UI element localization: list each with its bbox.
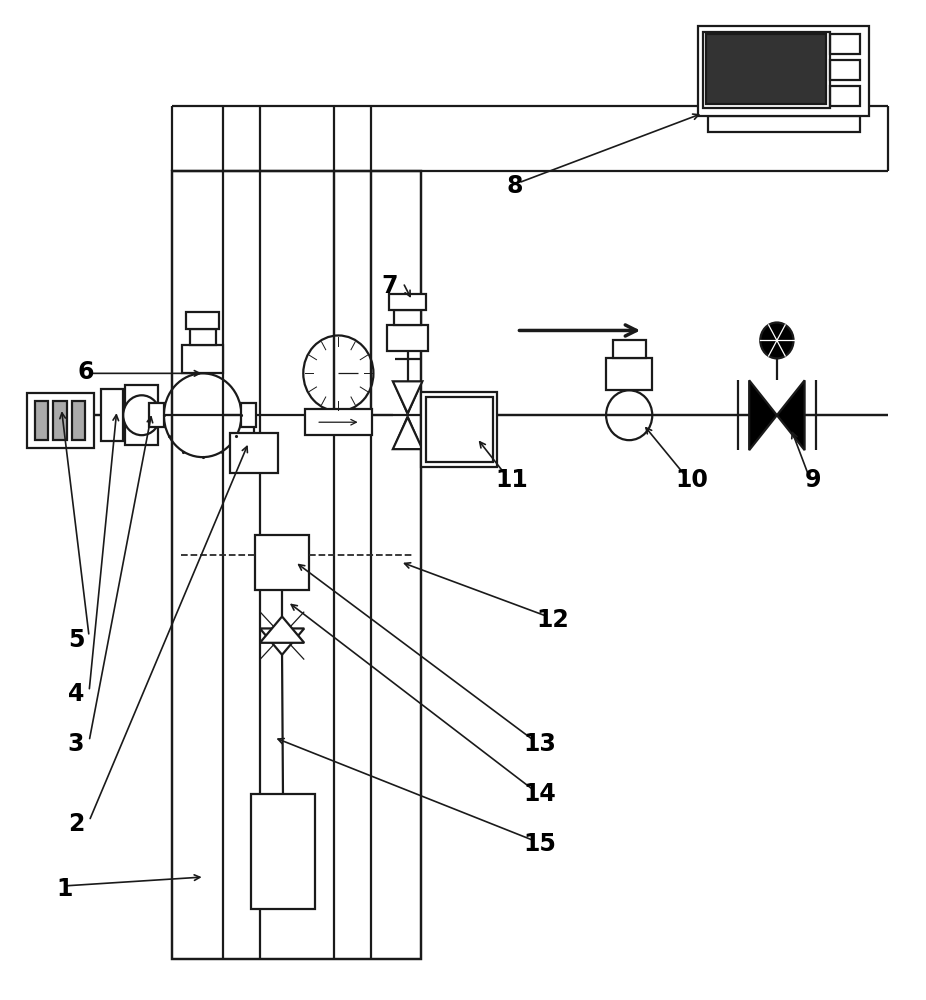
Bar <box>186 312 219 329</box>
Bar <box>242 403 257 427</box>
Circle shape <box>760 322 794 358</box>
Bar <box>831 86 860 106</box>
Text: 7: 7 <box>382 274 398 298</box>
Text: 4: 4 <box>68 682 84 706</box>
Polygon shape <box>749 380 777 450</box>
Text: 3: 3 <box>68 732 84 756</box>
Text: 15: 15 <box>523 832 556 856</box>
Bar <box>831 60 860 80</box>
Bar <box>251 794 315 909</box>
Bar <box>706 34 826 104</box>
Text: 6: 6 <box>77 360 94 384</box>
Bar <box>149 403 164 427</box>
Bar <box>172 171 421 959</box>
Text: 9: 9 <box>805 468 821 492</box>
Bar <box>125 385 158 445</box>
Polygon shape <box>260 616 305 643</box>
Text: 10: 10 <box>675 468 708 492</box>
Bar <box>182 345 223 373</box>
Text: 12: 12 <box>537 608 569 632</box>
Text: 13: 13 <box>523 732 556 756</box>
Text: 1: 1 <box>56 877 73 901</box>
Bar <box>394 310 421 325</box>
Polygon shape <box>393 381 422 413</box>
Circle shape <box>123 395 160 435</box>
Bar <box>707 116 860 132</box>
Text: 14: 14 <box>523 782 556 806</box>
Bar <box>831 34 860 54</box>
Text: 11: 11 <box>495 468 528 492</box>
Bar <box>613 340 645 358</box>
Polygon shape <box>260 628 305 655</box>
Bar <box>426 397 493 462</box>
Text: 8: 8 <box>507 174 523 198</box>
Bar <box>190 329 216 345</box>
Bar <box>607 358 652 390</box>
Polygon shape <box>777 380 805 450</box>
Bar <box>53 401 67 440</box>
Bar <box>698 26 870 116</box>
Bar <box>231 433 279 473</box>
Bar <box>34 401 48 440</box>
Bar <box>421 392 497 467</box>
Bar <box>306 409 371 435</box>
Bar <box>101 389 123 441</box>
Text: 5: 5 <box>68 628 84 652</box>
Bar <box>703 32 830 108</box>
Text: 2: 2 <box>68 812 84 836</box>
Polygon shape <box>393 417 422 449</box>
Bar <box>256 535 309 590</box>
Bar <box>387 325 428 351</box>
Bar <box>389 294 426 310</box>
Bar <box>27 393 94 448</box>
Bar <box>71 401 85 440</box>
